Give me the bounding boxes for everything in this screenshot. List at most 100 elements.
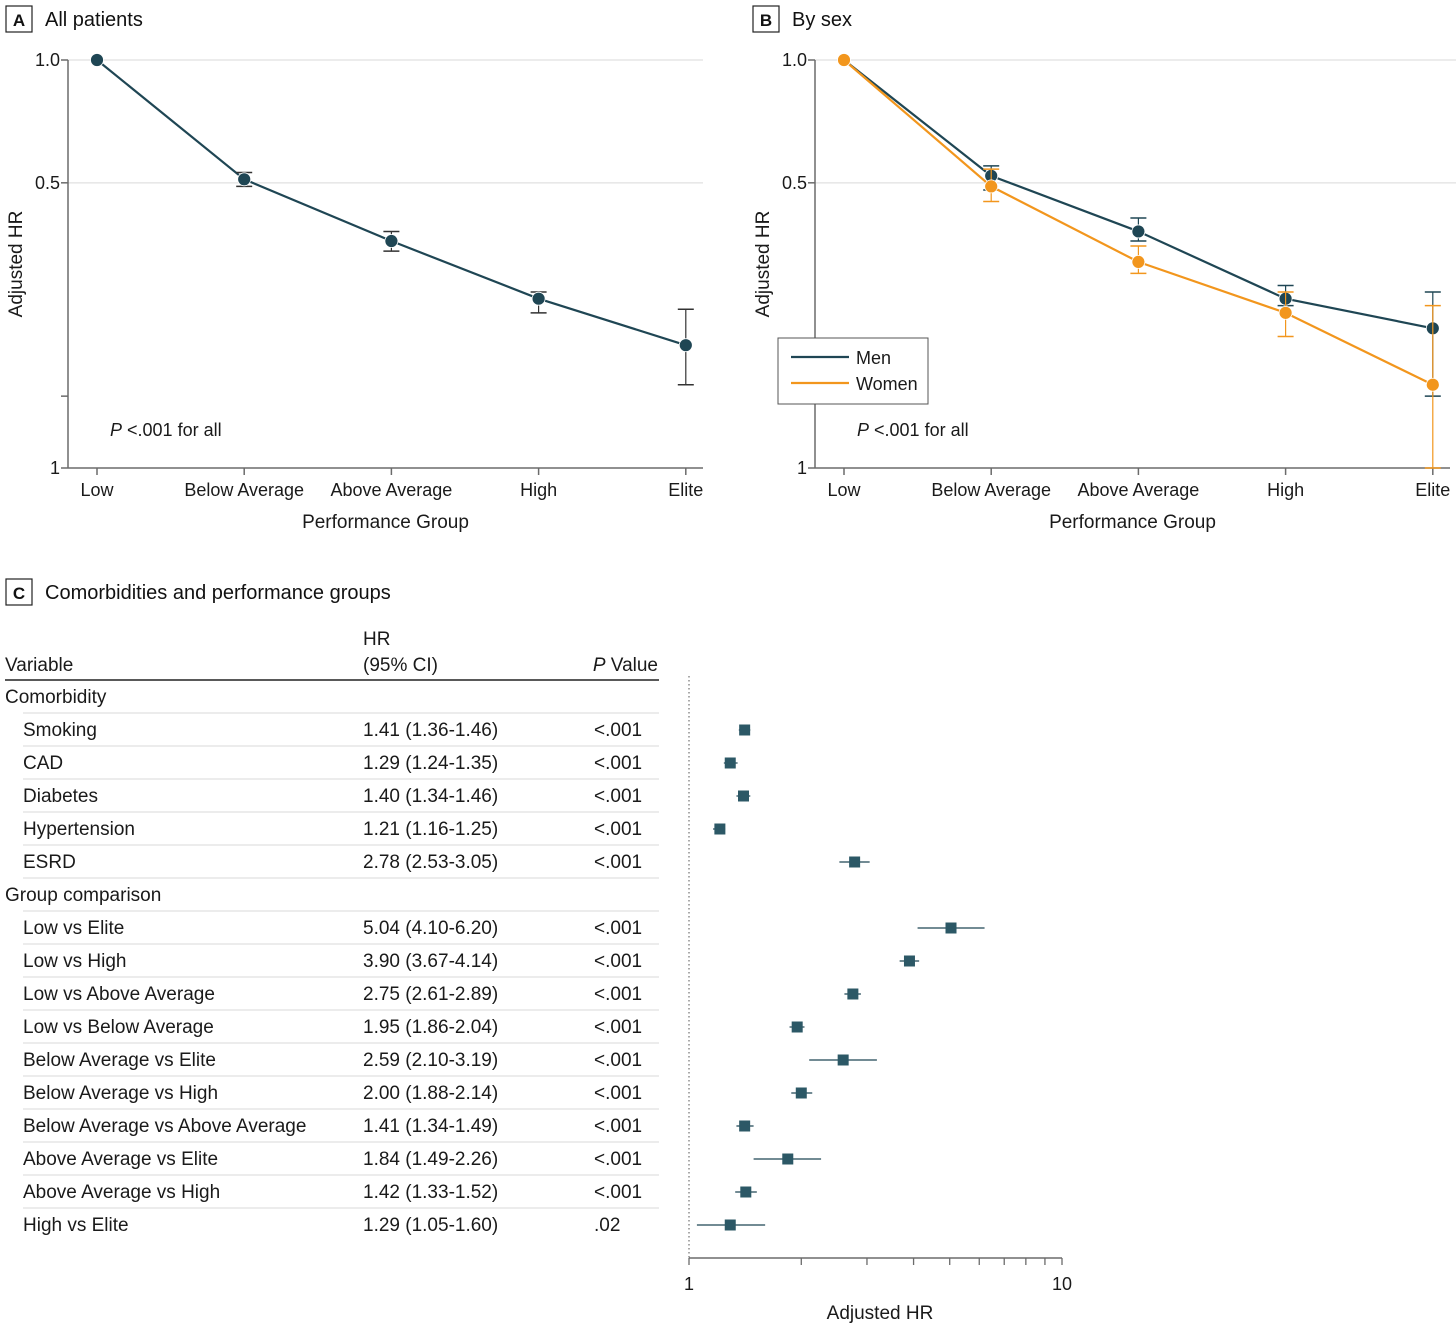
x-tick-label: Below Average [184,480,304,500]
hr-ci-value: 2.59 (2.10-3.19) [363,1050,498,1071]
p-value: <.001 [594,753,642,774]
hr-marker [740,1186,752,1198]
panel-letter: C [13,584,25,603]
variable-label: Diabetes [23,786,98,807]
hr-marker [714,823,726,835]
variable-label: Low vs High [23,951,127,972]
panel-letter-box [5,578,33,606]
y-tick-label: 0.5 [782,173,807,193]
group-label: Group comparison [5,885,161,906]
hr-ci-value: 2.78 (2.53-3.05) [363,852,498,873]
p-value-annotation: P <.001 for all [857,420,969,440]
p-value: <.001 [594,1116,642,1137]
hr-marker [849,856,861,868]
p-value: <.001 [594,786,642,807]
hr-marker [724,1219,736,1231]
hr-ci-value: 2.00 (1.88-2.14) [363,1083,498,1104]
hr-marker [782,1153,794,1165]
variable-label: Low vs Elite [23,918,124,939]
column-header-ci: (95% CI) [363,655,438,676]
y-tick-label: 1.0 [782,50,807,70]
variable-label: Above Average vs High [23,1182,220,1203]
data-point [237,172,252,187]
x-tick-label: Low [80,480,114,500]
x-axis-label: Adjusted HR [827,1303,934,1324]
variable-label: High vs Elite [23,1215,129,1236]
data-point [1425,377,1440,392]
y-tick-label: 0.5 [35,173,60,193]
hr-marker [945,922,957,934]
y-tick-label: 1 [797,458,807,478]
table-row: ESRD 2.78 (2.53-3.05) <.001 [23,852,870,879]
p-value: <.001 [594,1050,642,1071]
hr-ci-value: 1.40 (1.34-1.46) [363,786,498,807]
legend-label: Men [856,348,891,368]
data-point [678,338,693,353]
x-tick-label: Above Average [331,480,453,500]
table-row: Below Average vs Elite 2.59 (2.10-3.19) <.… [23,1050,877,1077]
group-label: Comorbidity [5,687,107,708]
p-value: <.001 [594,1083,642,1104]
hr-ci-value: 3.90 (3.67-4.14) [363,951,498,972]
variable-label: Hypertension [23,819,135,840]
data-point [531,291,546,306]
x-tick-label: Below Average [931,480,1051,500]
p-value: <.001 [594,720,642,741]
hr-ci-value: 1.41 (1.36-1.46) [363,720,498,741]
hr-marker [724,757,736,769]
p-value: <.001 [594,1149,642,1170]
data-point [384,234,399,248]
panel-title: Comorbidities and performance groups [45,582,391,604]
table-row: Below Average vs Above Average 1.41 (1.34… [23,1116,754,1143]
variable-label: Below Average vs Above Average [23,1116,306,1137]
column-header-variable: Variable [5,655,73,676]
panel-letter: B [760,11,772,30]
p-value-annotation: P <.001 for all [110,420,222,440]
p-value: <.001 [594,951,642,972]
hr-ci-value: 1.95 (1.86-2.04) [363,1017,498,1038]
table-row: Above Average vs High 1.42 (1.33-1.52) <.0… [23,1182,757,1209]
table-row: Hypertension 1.21 (1.16-1.25) <.001 [23,819,726,846]
x-tick-label: 1 [684,1274,694,1294]
column-header-p-value: P Value [593,655,658,676]
hr-marker [795,1087,807,1099]
hr-marker [791,1021,803,1033]
hr-marker [739,724,751,736]
variable-label: Below Average vs High [23,1083,218,1104]
hr-ci-value: 5.04 (4.10-6.20) [363,918,498,939]
y-axis-label: Adjusted HR [6,211,27,318]
series-line [843,59,1434,330]
y-axis-label: Adjusted HR [753,211,774,318]
data-point [837,53,851,67]
p-value: <.001 [594,819,642,840]
hr-ci-value: 1.84 (1.49-2.26) [363,1149,498,1170]
p-value: .02 [594,1215,620,1236]
x-axis-label: Performance Group [1049,512,1216,533]
table-row: Above Average vs Elite 1.84 (1.49-2.26) <.… [23,1149,822,1176]
x-tick-label: 10 [1052,1274,1072,1294]
x-tick-label: Above Average [1078,480,1200,500]
variable-label: CAD [23,753,63,774]
x-tick-label: High [1267,480,1304,500]
table-row: CAD 1.29 (1.24-1.35) <.001 [23,753,738,780]
x-tick-label: High [520,480,557,500]
variable-label: ESRD [23,852,76,873]
data-point [90,53,104,67]
hr-ci-value: 1.29 (1.24-1.35) [363,753,498,774]
variable-label: Low vs Above Average [23,984,215,1005]
variable-label: Below Average vs Elite [23,1050,216,1071]
p-value: <.001 [594,918,642,939]
hr-marker [738,790,750,802]
p-value: <.001 [594,984,642,1005]
table-row: Below Average vs High 2.00 (1.88-2.14) <.0… [23,1083,813,1110]
series-women [837,53,1441,469]
column-header-hr: HR [363,629,390,650]
y-tick-label: 1 [50,458,60,478]
p-value: <.001 [594,1017,642,1038]
panel-letter-box [5,5,33,33]
variable-label: Smoking [23,720,97,741]
y-tick-label: 1.0 [35,50,60,70]
table-row: Low vs High 3.90 (3.67-4.14) <.001 [23,951,920,978]
x-tick-label: Elite [668,480,703,500]
data-point [984,179,999,194]
